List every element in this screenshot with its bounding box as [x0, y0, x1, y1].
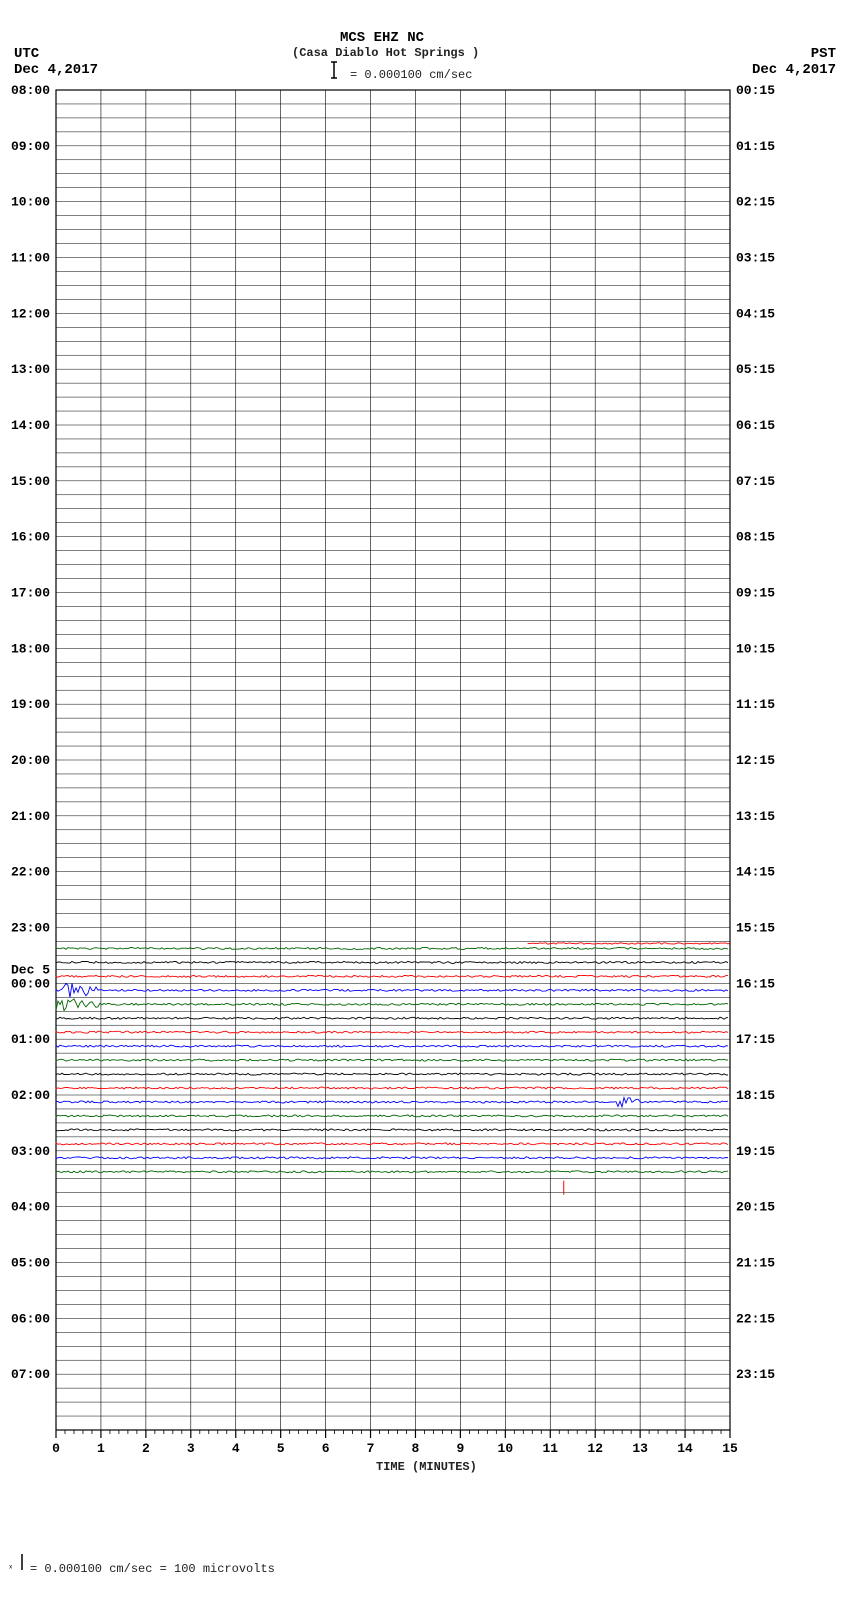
svg-text:12:00: 12:00: [11, 306, 50, 321]
svg-text:16:00: 16:00: [11, 530, 50, 545]
svg-text:21:15: 21:15: [736, 1256, 775, 1271]
svg-text:19:00: 19:00: [11, 697, 50, 712]
svg-text:1: 1: [97, 1441, 105, 1456]
svg-text:14: 14: [677, 1441, 693, 1456]
svg-text:16:15: 16:15: [736, 976, 775, 991]
svg-text:0: 0: [52, 1441, 60, 1456]
svg-text:09:15: 09:15: [736, 586, 775, 601]
svg-text:02:15: 02:15: [736, 195, 775, 210]
svg-text:19:15: 19:15: [736, 1144, 775, 1159]
svg-text:14:15: 14:15: [736, 865, 775, 880]
svg-text:04:15: 04:15: [736, 306, 775, 321]
svg-text:5: 5: [277, 1441, 285, 1456]
svg-text:22:00: 22:00: [11, 865, 50, 880]
svg-text:06:15: 06:15: [736, 418, 775, 433]
svg-text:11:15: 11:15: [736, 697, 775, 712]
svg-text:11: 11: [542, 1441, 558, 1456]
svg-text:2: 2: [142, 1441, 150, 1456]
svg-text:18:15: 18:15: [736, 1088, 775, 1103]
svg-text:4: 4: [232, 1441, 240, 1456]
svg-text:13: 13: [632, 1441, 648, 1456]
svg-text:09:00: 09:00: [11, 139, 50, 154]
svg-text:01:00: 01:00: [11, 1032, 50, 1047]
x-axis-title: TIME (MINUTES): [376, 1460, 477, 1474]
svg-text:Dec 5: Dec 5: [11, 963, 50, 978]
svg-text:18:00: 18:00: [11, 641, 50, 656]
bottom-scale: = 0.000100 cm/sec = 100 microvolts: [30, 1562, 275, 1576]
svg-text:14:00: 14:00: [11, 418, 50, 433]
svg-text:21:00: 21:00: [11, 809, 50, 824]
svg-text:15:15: 15:15: [736, 921, 775, 936]
svg-text:03:15: 03:15: [736, 251, 775, 266]
svg-text:07:00: 07:00: [11, 1367, 50, 1382]
svg-text:3: 3: [187, 1441, 195, 1456]
svg-text:05:00: 05:00: [11, 1256, 50, 1271]
svg-text:08:15: 08:15: [736, 530, 775, 545]
svg-text:7: 7: [367, 1441, 375, 1456]
svg-text:23:00: 23:00: [11, 921, 50, 936]
svg-text:00:00: 00:00: [11, 976, 50, 991]
svg-text:03:00: 03:00: [11, 1144, 50, 1159]
svg-text:04:00: 04:00: [11, 1200, 50, 1215]
svg-text:11:00: 11:00: [11, 251, 50, 266]
svg-text:10: 10: [498, 1441, 514, 1456]
svg-text:10:00: 10:00: [11, 195, 50, 210]
svg-text:06:00: 06:00: [11, 1311, 50, 1326]
plot-svg: 012345678910111213141508:0000:1509:0001:…: [0, 0, 850, 1613]
svg-text:23:15: 23:15: [736, 1367, 775, 1382]
svg-text:12: 12: [587, 1441, 603, 1456]
svg-text:17:00: 17:00: [11, 586, 50, 601]
svg-text:13:00: 13:00: [11, 362, 50, 377]
svg-text:00:15: 00:15: [736, 83, 775, 98]
svg-text:15:00: 15:00: [11, 474, 50, 489]
svg-text:9: 9: [456, 1441, 464, 1456]
svg-text:6: 6: [322, 1441, 330, 1456]
svg-text:20:00: 20:00: [11, 753, 50, 768]
svg-text:17:15: 17:15: [736, 1032, 775, 1047]
svg-text:02:00: 02:00: [11, 1088, 50, 1103]
svg-text:12:15: 12:15: [736, 753, 775, 768]
svg-text:22:15: 22:15: [736, 1311, 775, 1326]
svg-text:05:15: 05:15: [736, 362, 775, 377]
svg-text:07:15: 07:15: [736, 474, 775, 489]
svg-text:20:15: 20:15: [736, 1200, 775, 1215]
svg-text:ₓ: ₓ: [8, 1561, 13, 1571]
seismogram-container: MCS EHZ NC (Casa Diablo Hot Springs ) = …: [0, 0, 850, 1613]
svg-text:13:15: 13:15: [736, 809, 775, 824]
svg-text:01:15: 01:15: [736, 139, 775, 154]
svg-text:8: 8: [412, 1441, 420, 1456]
svg-text:15: 15: [722, 1441, 738, 1456]
svg-text:08:00: 08:00: [11, 83, 50, 98]
svg-text:10:15: 10:15: [736, 641, 775, 656]
